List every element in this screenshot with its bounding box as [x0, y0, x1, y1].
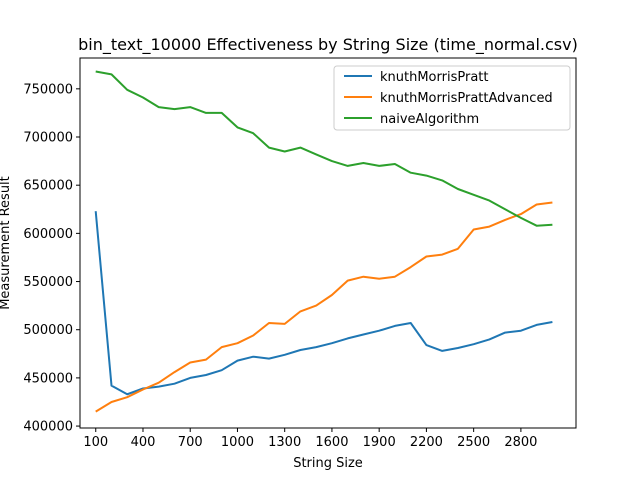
legend-label-knuthmorrispratt: knuthMorrisPratt [380, 70, 488, 85]
chart-title: bin_text_10000 Effectiveness by String S… [78, 35, 578, 55]
series-line-knuthmorrispratt [94, 211, 553, 396]
y-tick-label: 450000 [23, 371, 73, 386]
x-tick-label: 1000 [221, 435, 254, 450]
x-axis-ticks: 100 400 700 1000 1300 1600 1900 2200 2500 2800 [83, 428, 537, 450]
x-tick-label: 1300 [268, 435, 301, 450]
y-tick-label: 650000 [23, 179, 73, 194]
x-tick-label: 2800 [504, 435, 537, 450]
y-axis-label: Measurement Result [0, 176, 13, 310]
plot-area-frame [79, 57, 577, 429]
x-tick-label: 100 [83, 435, 108, 450]
x-tick-label: 2500 [457, 435, 490, 450]
legend-label-knuthmorrisprattadvanced: knuthMorrisPrattAdvanced [380, 91, 553, 106]
legend-label-naivealgorithm: naiveAlgorithm [380, 112, 479, 127]
x-tick-label: 1900 [363, 435, 396, 450]
y-tick-label: 400000 [23, 420, 73, 435]
y-tick-label: 700000 [23, 131, 73, 146]
y-tick-label: 500000 [23, 323, 73, 338]
y-tick-label: 550000 [23, 275, 73, 290]
legend-box [333, 65, 571, 131]
y-tick-label: 750000 [23, 82, 73, 97]
y-tick-label: 600000 [23, 227, 73, 242]
series-line-knuthmorrisprattadvanced [95, 201, 553, 413]
x-axis-label: String Size [293, 456, 363, 471]
x-tick-label: 700 [178, 435, 203, 450]
x-tick-label: 2200 [410, 435, 443, 450]
series-line-naivealgorithm [95, 70, 553, 227]
x-tick-label: 400 [131, 435, 156, 450]
series-lines [94, 70, 553, 413]
x-tick-label: 1600 [315, 435, 348, 450]
y-axis-ticks: 400000 450000 500000 550000 600000 650000 7000… [23, 82, 80, 435]
legend: knuthMorrisPratt knuthMorrisPrattAdvance… [333, 65, 571, 131]
